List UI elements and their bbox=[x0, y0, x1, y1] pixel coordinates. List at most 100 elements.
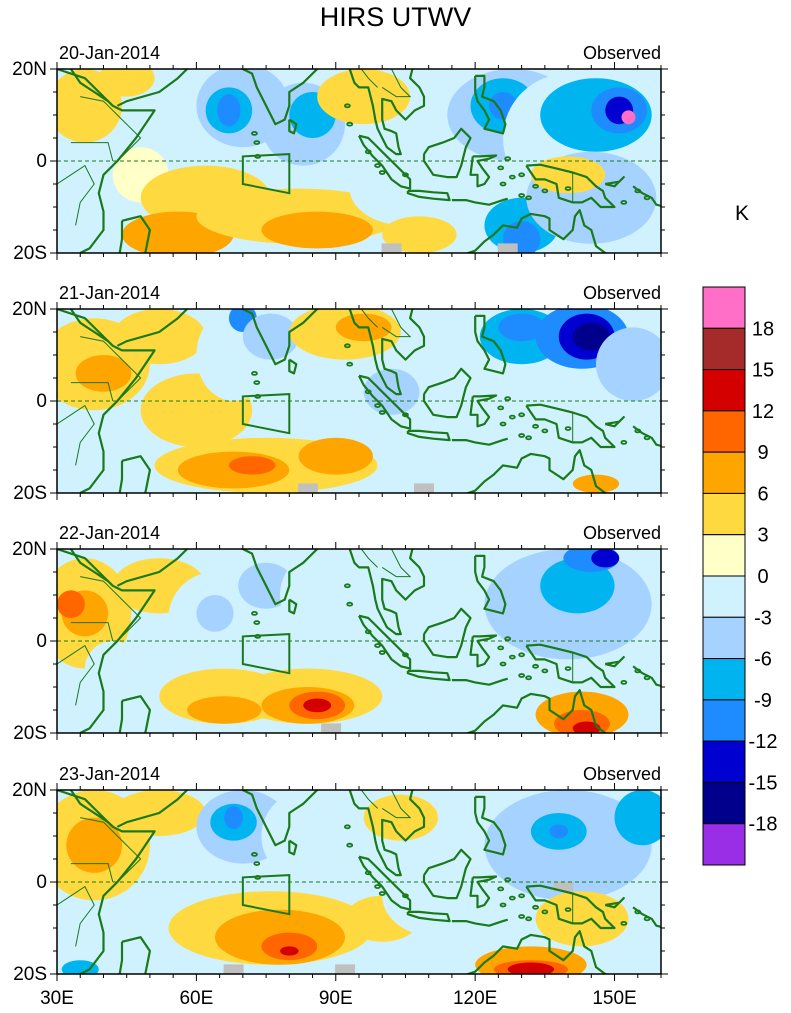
y-tick-label: 20S bbox=[13, 723, 47, 744]
island bbox=[508, 654, 516, 660]
island bbox=[253, 620, 261, 625]
country-border bbox=[57, 164, 95, 226]
island bbox=[525, 195, 532, 201]
island bbox=[497, 645, 505, 651]
country-border bbox=[360, 790, 378, 809]
coastline bbox=[69, 549, 109, 583]
contour-region bbox=[280, 549, 373, 641]
contour-region bbox=[530, 410, 661, 484]
island bbox=[499, 181, 507, 187]
colorbar-label: -15 bbox=[749, 772, 778, 794]
y-tick-label: 20S bbox=[13, 483, 47, 504]
colorbar-swatch bbox=[702, 327, 746, 371]
country-border bbox=[381, 309, 412, 338]
coastline bbox=[69, 69, 109, 103]
island bbox=[508, 414, 516, 420]
coastline bbox=[475, 51, 482, 60]
colorbar-swatch bbox=[702, 658, 746, 701]
coastline bbox=[604, 416, 625, 428]
contour-field bbox=[57, 549, 661, 733]
country-border bbox=[70, 142, 114, 162]
island bbox=[532, 663, 539, 669]
coastline bbox=[469, 394, 498, 428]
island bbox=[541, 428, 549, 434]
island bbox=[499, 421, 507, 427]
coastline bbox=[406, 910, 451, 923]
island bbox=[402, 412, 409, 418]
island bbox=[251, 130, 258, 136]
contour-region bbox=[498, 313, 545, 342]
contour-region bbox=[196, 595, 234, 632]
coastline bbox=[451, 918, 509, 927]
missing-data-cell bbox=[223, 964, 244, 974]
country-border bbox=[381, 549, 412, 578]
island bbox=[346, 361, 354, 367]
island bbox=[508, 895, 516, 901]
contour-region bbox=[507, 962, 555, 974]
contour-region bbox=[572, 721, 601, 733]
country-border bbox=[70, 863, 114, 883]
coastline bbox=[348, 69, 426, 156]
contour-field bbox=[57, 309, 661, 493]
island bbox=[643, 675, 651, 681]
country-border bbox=[360, 549, 378, 568]
country-border bbox=[80, 576, 142, 646]
contour-region bbox=[66, 170, 123, 244]
island bbox=[564, 426, 572, 432]
coastline bbox=[604, 656, 625, 668]
y-tick-label: 0 bbox=[36, 391, 47, 412]
missing-data-cell bbox=[381, 243, 402, 253]
contour-region bbox=[549, 824, 569, 839]
contour-field bbox=[57, 51, 661, 253]
island bbox=[518, 673, 526, 678]
island bbox=[620, 199, 628, 205]
colorbar-label: 18 bbox=[752, 318, 774, 340]
y-tick-label: 20N bbox=[12, 539, 47, 560]
coastline bbox=[118, 695, 151, 733]
contour-region bbox=[66, 817, 123, 873]
island bbox=[253, 380, 261, 386]
colorbar-swatch bbox=[702, 492, 746, 536]
island bbox=[518, 433, 526, 438]
contour-region bbox=[540, 558, 615, 614]
contour-region bbox=[228, 456, 276, 475]
contour-region bbox=[217, 94, 241, 127]
coastline bbox=[406, 669, 451, 682]
colorbar: 18 15 12 9 6 3 0 -3 -6 -9 -12 -15 -18 bbox=[702, 286, 778, 866]
contour-region bbox=[98, 69, 155, 97]
coastline bbox=[57, 790, 156, 974]
contour-region bbox=[224, 806, 243, 830]
study-region-box bbox=[241, 633, 291, 675]
country-border bbox=[360, 69, 378, 88]
coastline bbox=[422, 848, 472, 900]
coastline bbox=[451, 197, 509, 206]
island bbox=[634, 428, 642, 434]
coastline bbox=[241, 790, 319, 847]
coastline bbox=[464, 449, 607, 493]
missing-data-cell bbox=[297, 483, 318, 493]
island bbox=[532, 183, 539, 189]
coastline bbox=[241, 69, 319, 126]
island bbox=[532, 904, 539, 910]
missing-data-cell bbox=[335, 964, 356, 974]
contour-region bbox=[591, 549, 620, 568]
y-tick-label: 20N bbox=[12, 59, 47, 80]
coastline bbox=[57, 69, 156, 253]
island bbox=[564, 186, 572, 192]
coastline bbox=[632, 665, 661, 687]
coastline bbox=[358, 855, 412, 911]
coastline bbox=[422, 127, 472, 179]
chart-title: HIRS UTWV bbox=[319, 2, 472, 32]
country-border bbox=[381, 69, 412, 98]
y-tick-label: 20S bbox=[13, 964, 47, 985]
coastline bbox=[348, 790, 426, 877]
island bbox=[499, 902, 507, 908]
island bbox=[518, 914, 526, 919]
island bbox=[343, 583, 351, 589]
colorbar-label: 0 bbox=[757, 566, 768, 588]
coastline bbox=[469, 634, 498, 668]
island bbox=[253, 861, 261, 866]
colorbar-label: 3 bbox=[757, 525, 768, 547]
island bbox=[525, 675, 532, 681]
